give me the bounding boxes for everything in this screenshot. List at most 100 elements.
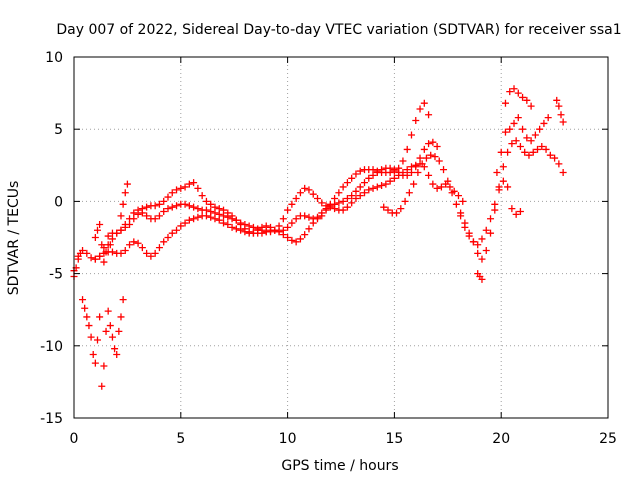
data-point [98, 241, 106, 249]
data-point [215, 210, 223, 218]
data-point [429, 138, 437, 146]
data-point [386, 177, 394, 185]
x-tick-label: 0 [70, 431, 79, 447]
data-point [126, 221, 134, 229]
data-point [134, 210, 142, 218]
data-point [288, 200, 296, 208]
data-point [491, 206, 499, 214]
data-point [356, 192, 364, 200]
data-point [301, 184, 309, 192]
data-point [510, 85, 518, 93]
data-points [70, 85, 567, 390]
x-tick-label: 5 [176, 431, 185, 447]
data-point [160, 197, 168, 205]
y-tick-label: 10 [45, 50, 63, 66]
data-point [190, 203, 198, 211]
data-point [211, 209, 219, 217]
data-point [168, 189, 176, 197]
data-point [519, 125, 527, 133]
data-point [108, 248, 116, 256]
data-point [164, 193, 172, 201]
data-point [207, 200, 215, 208]
data-point [305, 225, 313, 233]
data-point [143, 203, 151, 211]
data-point [147, 252, 155, 260]
data-point [194, 184, 202, 192]
y-tick-label: -10 [40, 339, 63, 355]
data-point [510, 119, 518, 127]
data-point [190, 215, 198, 223]
data-point [384, 206, 392, 214]
data-point [194, 205, 202, 213]
data-point [540, 119, 548, 127]
data-point [506, 125, 514, 133]
data-point [495, 186, 503, 194]
data-point [425, 140, 433, 148]
data-point [284, 223, 292, 231]
data-point [529, 148, 537, 156]
series-track-c [113, 160, 467, 237]
data-point [121, 223, 129, 231]
data-point [151, 249, 159, 257]
data-point [461, 219, 469, 227]
data-point [271, 226, 279, 234]
data-point [352, 170, 360, 178]
data-point [102, 248, 110, 256]
data-point [378, 166, 386, 174]
data-point [138, 244, 146, 252]
data-point [407, 163, 415, 171]
data-point [440, 166, 448, 174]
data-point [309, 190, 317, 198]
data-point [258, 226, 266, 234]
data-point [100, 362, 108, 370]
data-point [559, 169, 567, 177]
data-point [369, 184, 377, 192]
data-point [497, 148, 505, 156]
data-point [407, 131, 415, 139]
data-point [160, 208, 168, 216]
data-point [478, 255, 486, 263]
data-point [457, 209, 465, 217]
data-point [523, 134, 531, 142]
data-point [87, 254, 95, 262]
x-tick-label: 10 [279, 431, 297, 447]
data-point [177, 222, 185, 230]
data-point [508, 140, 516, 148]
data-point [465, 229, 473, 237]
data-point [437, 183, 445, 191]
data-point [98, 382, 106, 390]
data-point [523, 96, 531, 104]
data-point [431, 153, 439, 161]
data-point [91, 234, 99, 241]
data-point [284, 206, 292, 214]
chart-title: Day 007 of 2022, Sidereal Day-to-day VTE… [56, 22, 621, 38]
data-point [499, 177, 507, 185]
data-point [499, 163, 507, 171]
data-point [104, 307, 112, 315]
data-point [130, 215, 138, 223]
data-point [444, 177, 452, 185]
y-tick-label: -5 [49, 267, 63, 283]
data-point [412, 117, 420, 125]
data-point [501, 128, 509, 136]
data-point [164, 234, 172, 241]
data-point [108, 229, 116, 237]
data-point [220, 219, 228, 227]
data-point [454, 192, 462, 200]
data-point [352, 195, 360, 203]
data-point [555, 102, 563, 110]
data-point [173, 202, 181, 210]
data-point [448, 189, 456, 197]
data-point [254, 225, 262, 233]
data-point [202, 197, 210, 205]
data-point [352, 187, 360, 195]
data-point [504, 183, 512, 191]
data-point [296, 235, 304, 243]
data-point [516, 143, 524, 151]
data-point [348, 199, 356, 207]
data-point [284, 234, 292, 241]
data-point [512, 137, 520, 145]
data-point [279, 215, 287, 223]
data-point [516, 208, 524, 216]
data-point [87, 333, 95, 341]
